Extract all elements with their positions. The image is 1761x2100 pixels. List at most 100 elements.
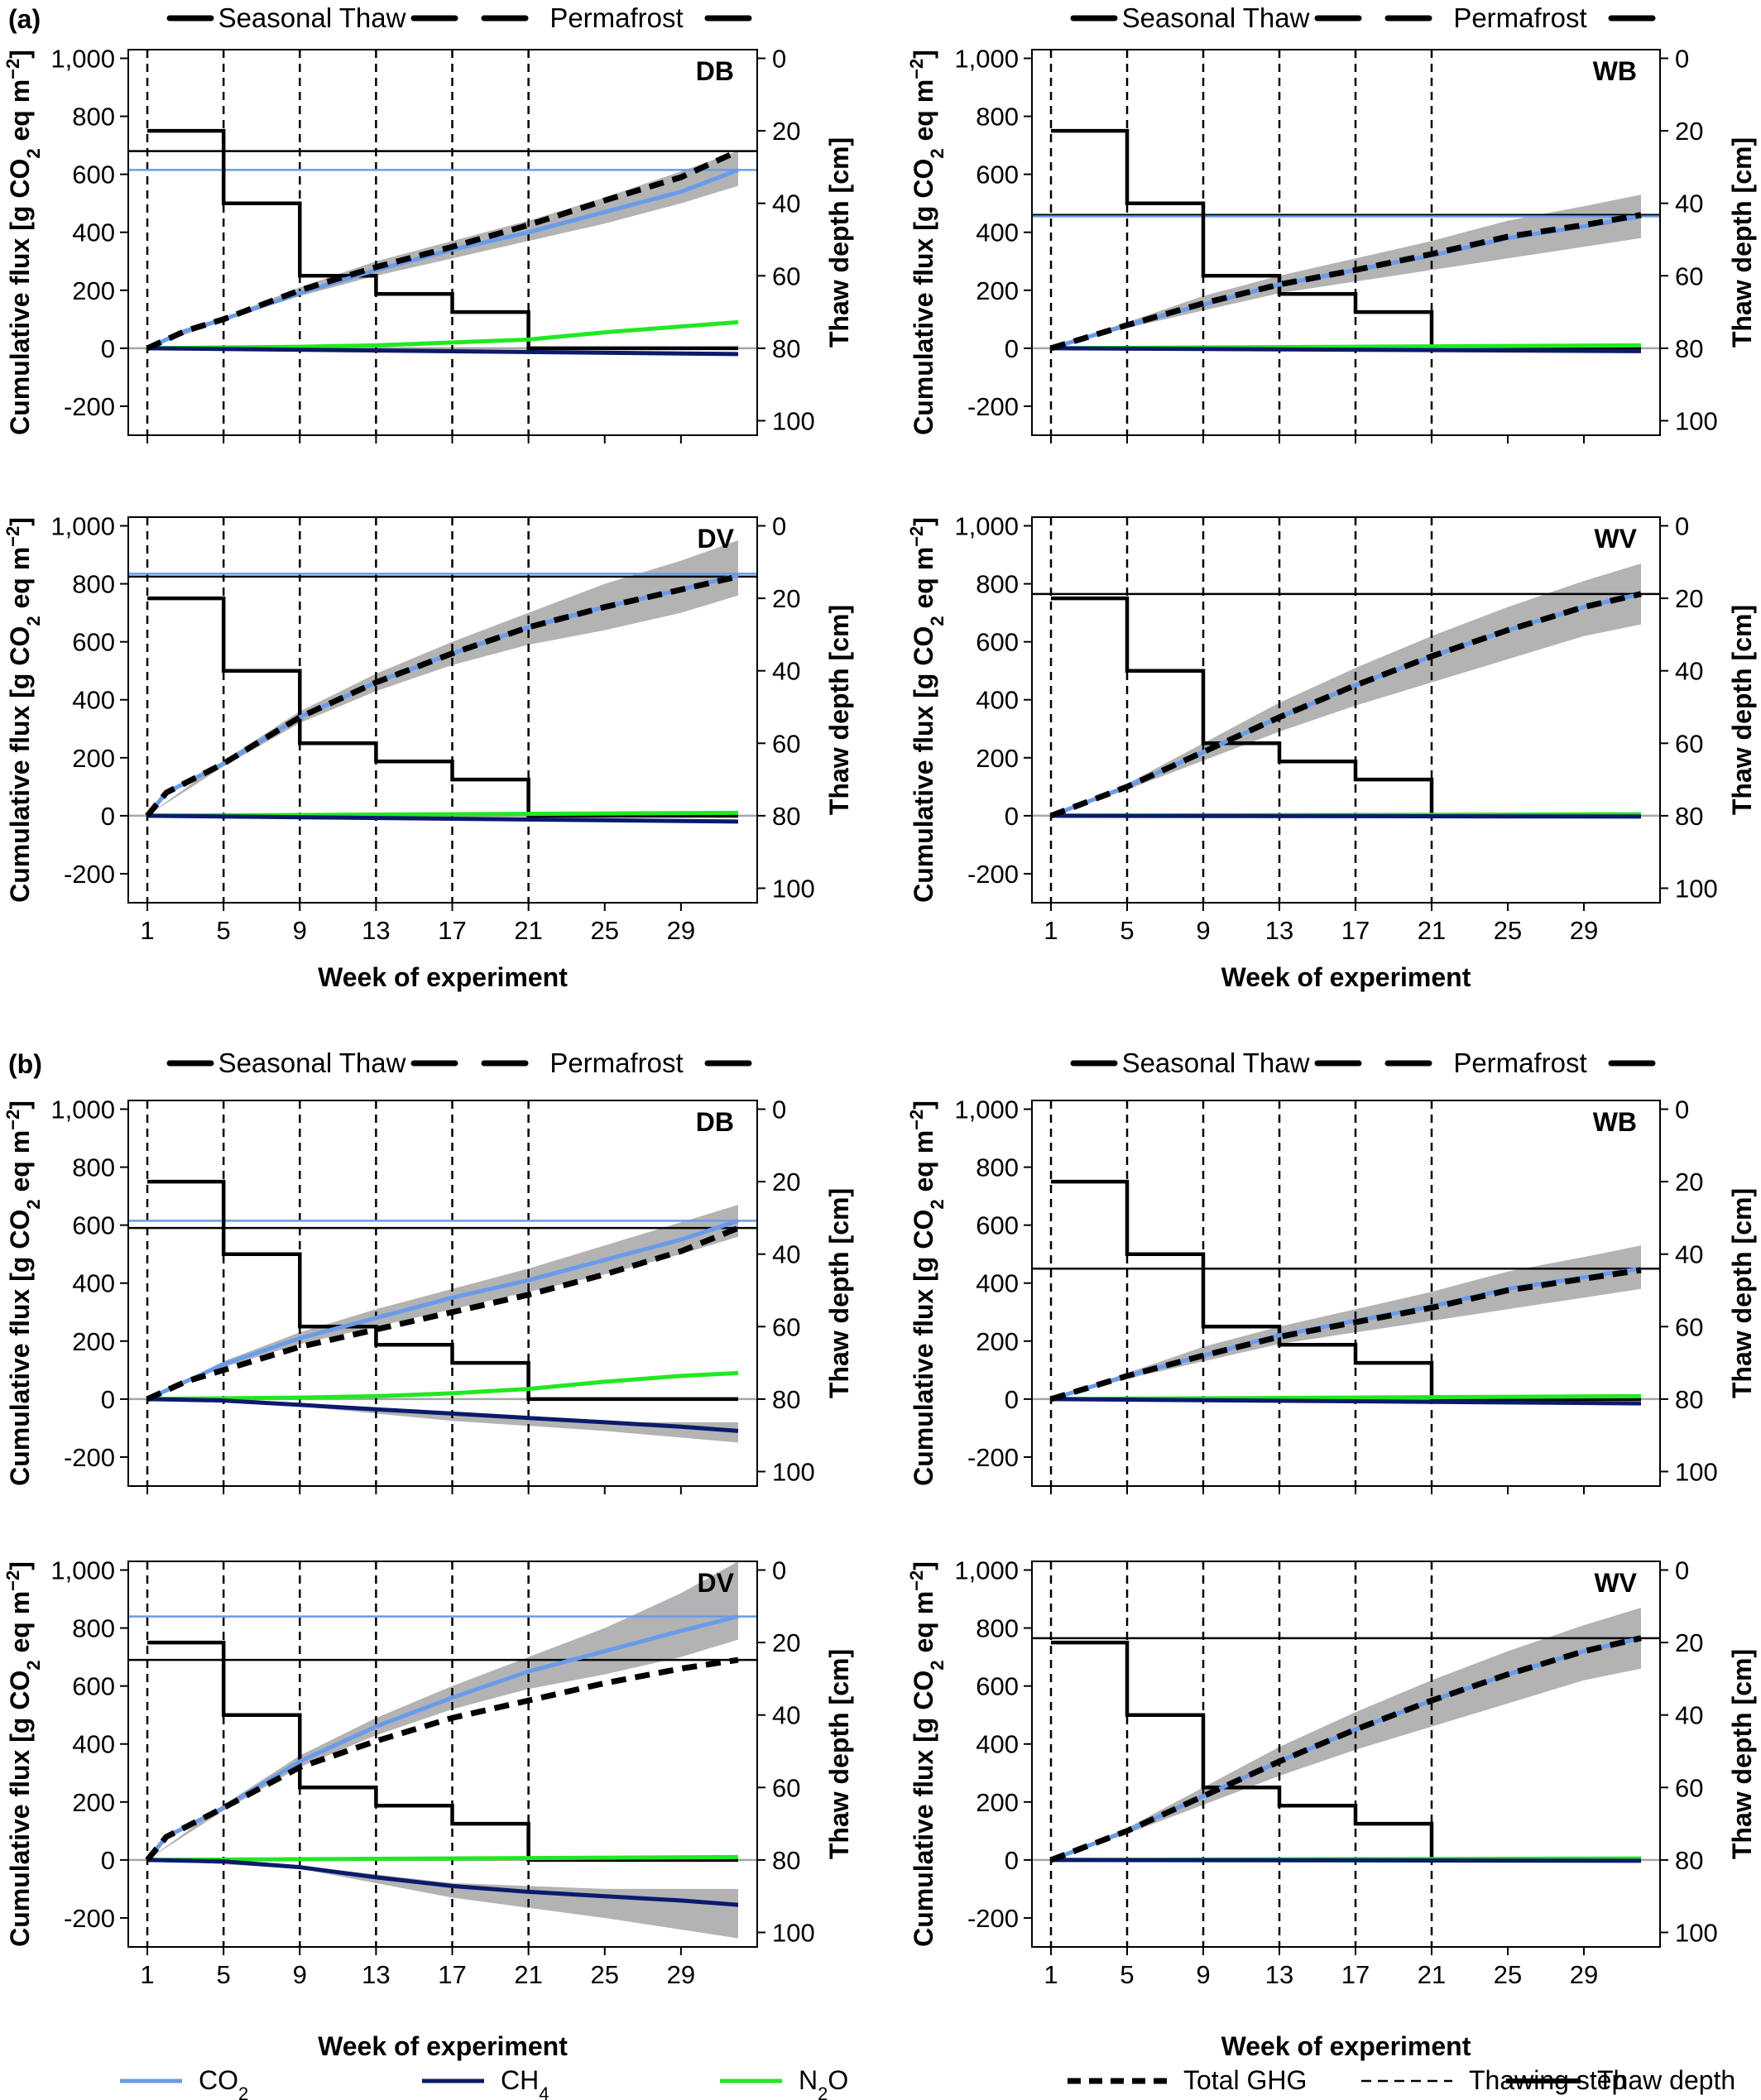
y-left-tick-label: 1,000 [954, 1096, 1019, 1124]
panel-a-wv: -200 0 200 400 600 800 1,000 0 20 40 60 80 100 1 5 9 13 1… [906, 512, 1758, 945]
y-left-tick-label: 1,000 [50, 45, 115, 74]
plot-area [1032, 50, 1660, 435]
x-tick-label: 17 [438, 1960, 466, 1989]
x-tick-label: 21 [1418, 916, 1446, 945]
x-tick-label: 5 [1120, 1960, 1134, 1989]
x-tick-label: 29 [1570, 916, 1598, 945]
panel-b-wv: -200 0 200 400 600 800 1,000 0 20 40 60 80 100 1 5 9 13 1… [906, 1556, 1758, 1989]
y-left-tick-label: 200 [72, 744, 115, 773]
x-tick-label: 9 [293, 916, 307, 945]
y-left-tick-label: -200 [64, 1443, 115, 1472]
y-left-tick-label: 0 [101, 802, 115, 831]
x-tick-label: 5 [217, 1960, 231, 1989]
plot-frame [1031, 516, 1661, 904]
y-right-tick-label: 20 [772, 1167, 800, 1196]
y-right-tick-label: 0 [1675, 512, 1689, 541]
x-tick-label: 5 [217, 916, 231, 945]
n2o-line [146, 1854, 739, 1863]
y-left-tick-label: 0 [101, 334, 115, 363]
panel-label: WV [1594, 1568, 1637, 1598]
y-right-tick-label: 80 [1675, 1846, 1703, 1875]
panel-b-db: -200 0 200 400 600 800 1,000 0 20 40 60 80 100 DB Cumu… [2, 1096, 854, 1494]
x-tick-label: 13 [362, 1960, 390, 1989]
header-permafrost: Permafrost [549, 2, 683, 33]
y-right-axis-label: Thaw depth [cm] [824, 605, 854, 815]
plot-frame [1031, 1561, 1661, 1948]
y-right-tick-label: 40 [1675, 1701, 1703, 1730]
x-tick-label: 5 [1120, 916, 1134, 945]
y-right-tick-label: 80 [772, 1385, 800, 1414]
y-left-tick-label: 600 [976, 628, 1019, 657]
legend-label-ch4: CH4 [501, 2065, 549, 2100]
y-right-tick-label: 40 [772, 189, 800, 218]
y-right-axis-label: Thaw depth [cm] [1727, 137, 1757, 348]
x-tick-label: 25 [591, 916, 619, 945]
ch4-line [146, 346, 739, 357]
legend-item-step: Thawing step [1361, 2065, 1626, 2095]
panel-label: WV [1594, 524, 1637, 554]
x-tick-label: 9 [1196, 1960, 1210, 1989]
y-right-tick-label: 60 [1675, 1312, 1703, 1341]
y-left-tick-label: 1,000 [954, 512, 1019, 541]
panel-a-wb: -200 0 200 400 600 800 1,000 0 20 40 60 80 100 WB Cumu… [906, 45, 1757, 443]
y-right-tick-label: 80 [772, 1846, 800, 1875]
thaw-depth-line [147, 1179, 738, 1402]
y-left-tick-label: 400 [976, 1730, 1019, 1759]
plot-frame [127, 49, 758, 436]
panel-a-dv: -200 0 200 400 600 800 1,000 0 20 40 60 80 100 1 5 9 13 1… [2, 512, 855, 945]
y-left-tick-label: 200 [72, 1327, 115, 1356]
y-left-tick-label: 400 [72, 218, 115, 247]
header-seasonal-thaw: Seasonal Thaw [1122, 1048, 1310, 1078]
y-right-tick-label: 60 [1675, 261, 1703, 290]
y-left-tick-label: 400 [72, 1730, 115, 1759]
y-left-tick-label: 0 [101, 1846, 115, 1875]
y-right-tick-label: 0 [1675, 45, 1689, 74]
y-right-tick-label: 0 [1675, 1096, 1689, 1124]
n2o-line [146, 319, 739, 351]
x-tick-label: 13 [1265, 916, 1293, 945]
co2-uncertainty-band [147, 540, 738, 816]
total-ghg-line [146, 148, 740, 352]
plot-area [1032, 1561, 1660, 1947]
y-right-tick-label: 60 [772, 1773, 800, 1802]
y-left-tick-label: -200 [967, 1443, 1019, 1472]
y-left-tick-label: 800 [976, 103, 1019, 132]
y-right-tick-label: 60 [772, 729, 800, 758]
y-left-tick-label: 600 [976, 1672, 1019, 1701]
panel-b-wb: -200 0 200 400 600 800 1,000 0 20 40 60 80 100 WB Cumu… [906, 1096, 1757, 1494]
plot-area [128, 1561, 757, 1947]
y-right-tick-label: 60 [772, 261, 800, 290]
y-left-axis-label: Cumulative flux [g CO2 eq m−2] [906, 1561, 948, 1947]
y-right-tick-label: 40 [1675, 1240, 1703, 1269]
x-tick-label: 29 [1570, 1960, 1598, 1989]
y-left-tick-label: 800 [72, 1614, 115, 1643]
x-tick-label: 17 [1341, 916, 1370, 945]
y-left-tick-label: -200 [967, 392, 1019, 421]
y-left-tick-label: 200 [976, 1788, 1019, 1817]
section-label: (b) [8, 1049, 42, 1079]
x-tick-label: 17 [1341, 1960, 1370, 1989]
plot-area [1032, 517, 1660, 903]
x-tick-label: 21 [514, 916, 542, 945]
section-header: Seasonal Thaw Permafrost [166, 2, 752, 33]
x-tick-label: 1 [1044, 916, 1058, 945]
y-left-tick-label: 0 [1005, 802, 1019, 831]
plot-area [1032, 1100, 1660, 1486]
y-left-tick-label: 200 [976, 276, 1019, 305]
y-left-axis-label: Cumulative flux [g CO2 eq m−2] [906, 1100, 948, 1486]
y-right-tick-label: 100 [772, 874, 815, 903]
ch4-line [1050, 346, 1642, 353]
y-right-tick-label: 100 [772, 1918, 815, 1947]
y-right-tick-label: 40 [772, 1240, 800, 1269]
y-left-tick-label: 600 [976, 161, 1019, 189]
x-axis-label: Week of experiment [1221, 962, 1471, 992]
y-right-tick-label: 0 [1675, 1556, 1689, 1585]
y-right-tick-label: 100 [1675, 406, 1718, 435]
section-header: Seasonal Thaw Permafrost [1070, 2, 1656, 33]
y-left-tick-label: 200 [72, 1788, 115, 1817]
y-right-tick-label: 60 [1675, 729, 1703, 758]
x-tick-label: 9 [1196, 916, 1210, 945]
plot-frame [127, 516, 758, 904]
section-header: Seasonal Thaw Permafrost [166, 1048, 752, 1078]
